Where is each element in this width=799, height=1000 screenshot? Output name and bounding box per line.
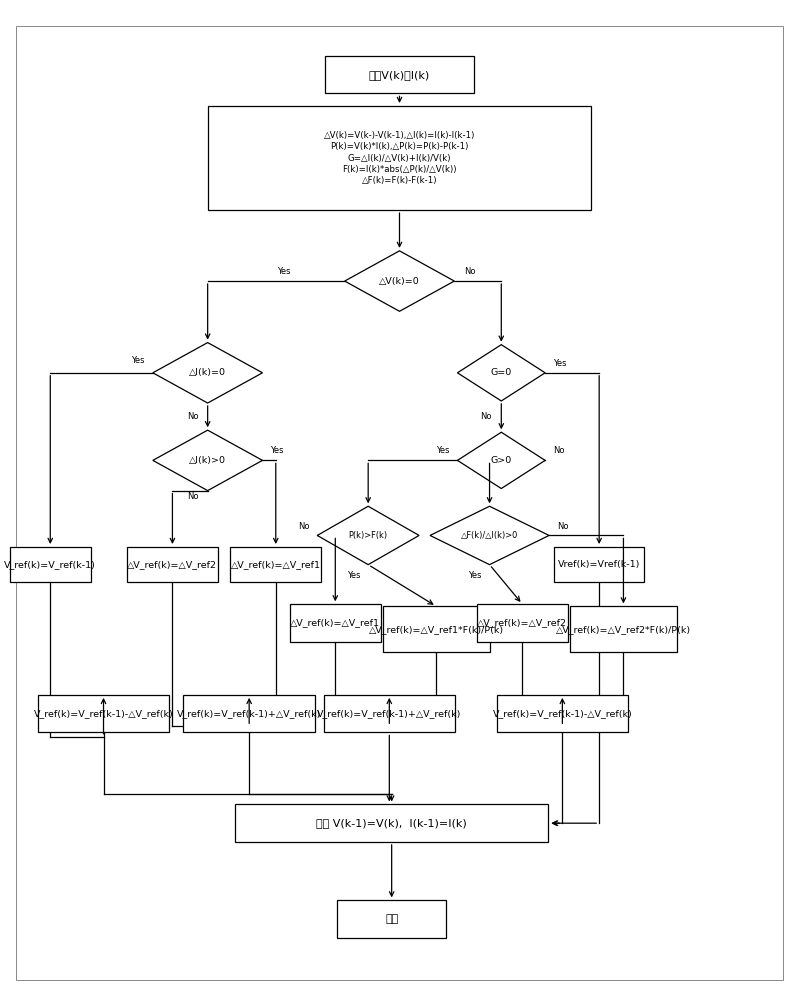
Text: Yes: Yes xyxy=(277,267,291,276)
Text: Yes: Yes xyxy=(132,356,145,365)
FancyBboxPatch shape xyxy=(555,547,644,582)
FancyBboxPatch shape xyxy=(230,547,321,582)
FancyBboxPatch shape xyxy=(325,56,474,93)
Text: V_ref(k)=V_ref(k-1)-△V_ref(k): V_ref(k)=V_ref(k-1)-△V_ref(k) xyxy=(34,709,173,718)
Text: G>0: G>0 xyxy=(491,456,512,465)
FancyBboxPatch shape xyxy=(184,695,315,732)
FancyBboxPatch shape xyxy=(208,106,591,210)
Text: Yes: Yes xyxy=(468,571,482,580)
Text: Yes: Yes xyxy=(347,571,360,580)
Text: △F(k)/△I(k)>0: △F(k)/△I(k)>0 xyxy=(461,531,519,540)
Text: 更新 V(k-1)=V(k),  I(k-1)=I(k): 更新 V(k-1)=V(k), I(k-1)=I(k) xyxy=(316,818,467,828)
Text: G=0: G=0 xyxy=(491,368,512,377)
Text: Yes: Yes xyxy=(553,359,566,368)
FancyBboxPatch shape xyxy=(570,606,677,652)
Text: P(k)>F(k): P(k)>F(k) xyxy=(348,531,388,540)
Text: V_ref(k)=V_ref(k-1)+△V_ref(k): V_ref(k)=V_ref(k-1)+△V_ref(k) xyxy=(317,709,462,718)
FancyBboxPatch shape xyxy=(324,695,455,732)
FancyBboxPatch shape xyxy=(127,547,218,582)
FancyBboxPatch shape xyxy=(290,604,380,642)
Text: △I(k)>0: △I(k)>0 xyxy=(189,456,226,465)
Polygon shape xyxy=(458,432,545,489)
FancyBboxPatch shape xyxy=(337,900,447,938)
Text: △V_ref(k)=△V_ref1: △V_ref(k)=△V_ref1 xyxy=(290,619,380,628)
Text: No: No xyxy=(298,522,309,531)
FancyBboxPatch shape xyxy=(497,695,628,732)
Text: V_ref(k)=V_ref(k-1)-△V_ref(k): V_ref(k)=V_ref(k-1)-△V_ref(k) xyxy=(492,709,632,718)
Text: △V_ref(k)=△V_ref2: △V_ref(k)=△V_ref2 xyxy=(127,560,217,569)
Text: 结束: 结束 xyxy=(385,914,398,924)
Polygon shape xyxy=(153,343,262,403)
Text: No: No xyxy=(557,522,568,531)
FancyBboxPatch shape xyxy=(10,547,91,582)
Text: V_ref(k)=V_ref(k-1)+△V_ref(k): V_ref(k)=V_ref(k-1)+△V_ref(k) xyxy=(177,709,321,718)
Text: V_ref(k)=V_ref(k-1): V_ref(k)=V_ref(k-1) xyxy=(4,560,96,569)
Text: No: No xyxy=(187,412,198,421)
Polygon shape xyxy=(458,345,545,401)
Text: △V_ref(k)=△V_ref2: △V_ref(k)=△V_ref2 xyxy=(478,619,567,628)
Text: △I(k)=0: △I(k)=0 xyxy=(189,368,226,377)
Text: Yes: Yes xyxy=(436,446,450,455)
Text: △V_ref(k)=△V_ref2*F(k)/P(k): △V_ref(k)=△V_ref2*F(k)/P(k) xyxy=(556,625,691,634)
Text: Vref(k)=Vref(k-1): Vref(k)=Vref(k-1) xyxy=(558,560,640,569)
Text: △V_ref(k)=△V_ref1*F(k)/P(k): △V_ref(k)=△V_ref1*F(k)/P(k) xyxy=(369,625,504,634)
FancyBboxPatch shape xyxy=(38,695,169,732)
Polygon shape xyxy=(344,251,455,311)
Text: Yes: Yes xyxy=(270,446,284,455)
Text: No: No xyxy=(187,492,198,501)
Text: No: No xyxy=(464,267,475,276)
Polygon shape xyxy=(317,506,419,565)
Text: △V_ref(k)=△V_ref1: △V_ref(k)=△V_ref1 xyxy=(231,560,320,569)
FancyBboxPatch shape xyxy=(235,804,548,842)
Text: 采样V(k)、I(k): 采样V(k)、I(k) xyxy=(369,70,430,80)
Polygon shape xyxy=(153,430,262,491)
Text: △V(k)=0: △V(k)=0 xyxy=(379,277,420,286)
Text: △V(k)=V(k-)-V(k-1),△I(k)=I(k)-I(k-1)
P(k)=V(k)*I(k),△P(k)=P(k)-P(k-1)
G=△I(k)/△V: △V(k)=V(k-)-V(k-1),△I(k)=I(k)-I(k-1) P(k… xyxy=(324,131,475,185)
Text: No: No xyxy=(480,412,492,421)
Text: No: No xyxy=(553,446,564,455)
FancyBboxPatch shape xyxy=(477,604,568,642)
FancyBboxPatch shape xyxy=(383,606,490,652)
Polygon shape xyxy=(430,506,549,565)
